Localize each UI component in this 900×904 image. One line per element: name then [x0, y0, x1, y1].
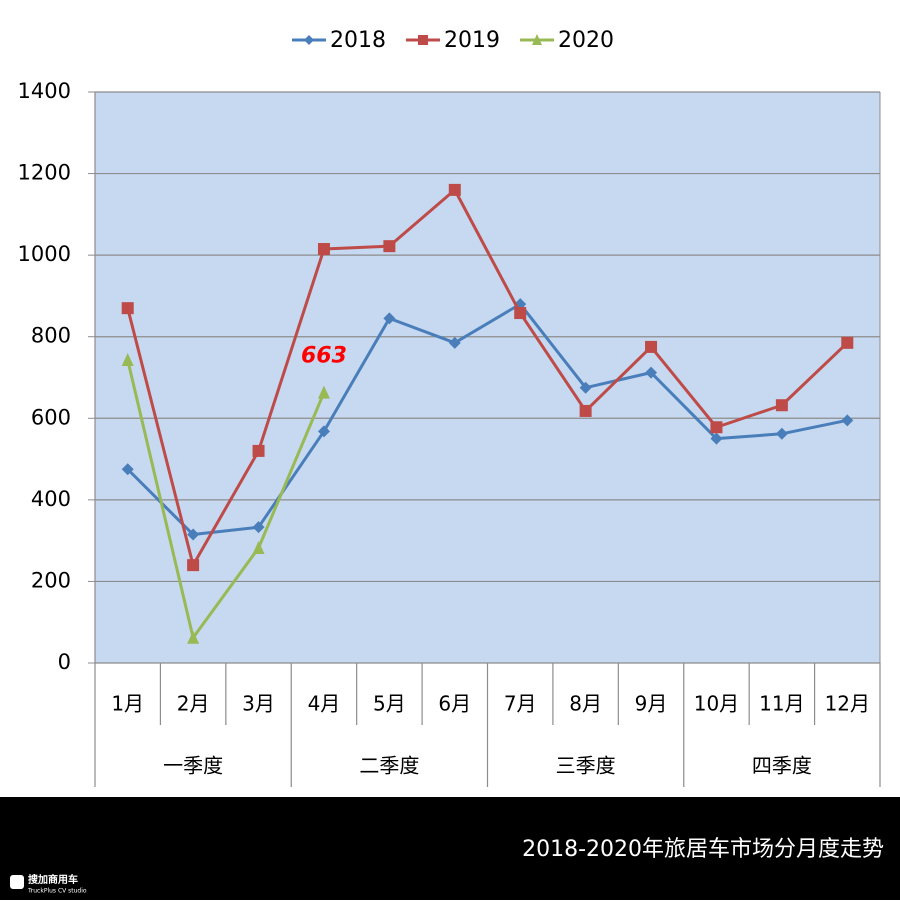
marker	[579, 381, 592, 394]
marker	[710, 432, 723, 445]
marker	[317, 385, 330, 399]
x-tick-label: 11月	[759, 692, 804, 716]
footer-bar	[0, 797, 900, 900]
marker	[121, 463, 134, 476]
x-tick-label: 12月	[825, 692, 870, 716]
x-tick-label: 6月	[438, 692, 471, 716]
marker	[252, 521, 265, 534]
x-tick-label: 4月	[308, 692, 341, 716]
x-tick-label: 2月	[177, 692, 210, 716]
series-line	[126, 359, 326, 640]
logo-icon	[10, 875, 24, 889]
marker	[187, 630, 200, 644]
marker	[121, 302, 134, 315]
y-tick-label: 0	[58, 650, 71, 674]
marker	[317, 425, 330, 438]
marker	[710, 421, 723, 434]
group-label: 一季度	[163, 754, 223, 778]
marker	[304, 35, 314, 45]
logo-sub: TruckPlus CV studio	[27, 888, 87, 895]
marker	[579, 404, 592, 417]
marker	[775, 427, 788, 440]
marker	[383, 240, 396, 253]
plot-area	[95, 92, 880, 663]
marker	[448, 183, 461, 196]
marker	[187, 559, 200, 572]
marker	[514, 307, 527, 320]
marker	[532, 34, 542, 45]
group-label: 三季度	[556, 754, 616, 778]
footer-caption: 2018-2020年旅居车市场分月度走势	[522, 837, 884, 862]
marker	[448, 336, 461, 349]
marker	[645, 340, 658, 353]
y-tick-label: 200	[31, 568, 71, 592]
series-line	[126, 188, 849, 567]
y-tick-label: 400	[31, 487, 71, 511]
group-label: 二季度	[359, 754, 419, 778]
y-tick-label: 800	[31, 324, 71, 348]
x-tick-label: 7月	[504, 692, 537, 716]
y-tick-label: 1000	[18, 242, 71, 266]
x-tick-label: 9月	[635, 692, 668, 716]
x-tick-label: 8月	[569, 692, 602, 716]
marker	[418, 35, 428, 45]
marker	[841, 414, 854, 427]
marker	[317, 243, 330, 256]
marker	[121, 352, 134, 366]
marker	[841, 336, 854, 349]
logo-text: 搜加商用车	[28, 873, 78, 886]
x-tick-label: 5月	[373, 692, 406, 716]
group-label: 四季度	[752, 754, 812, 778]
y-tick-label: 1400	[18, 79, 71, 103]
marker	[187, 528, 200, 541]
series-line	[126, 302, 848, 537]
x-tick-label: 3月	[242, 692, 275, 716]
y-tick-label: 1200	[18, 161, 71, 185]
marker	[252, 444, 265, 457]
marker	[775, 399, 788, 412]
marker	[383, 312, 396, 325]
marker	[252, 540, 265, 554]
data-label: 663	[301, 344, 347, 369]
x-tick-label: 1月	[111, 692, 144, 716]
legend-label: 2020	[558, 28, 614, 53]
legend-label: 2019	[444, 28, 500, 53]
legend-label: 2018	[330, 28, 386, 53]
x-tick-label: 10月	[694, 692, 739, 716]
marker	[645, 366, 658, 379]
y-tick-label: 600	[31, 405, 71, 429]
